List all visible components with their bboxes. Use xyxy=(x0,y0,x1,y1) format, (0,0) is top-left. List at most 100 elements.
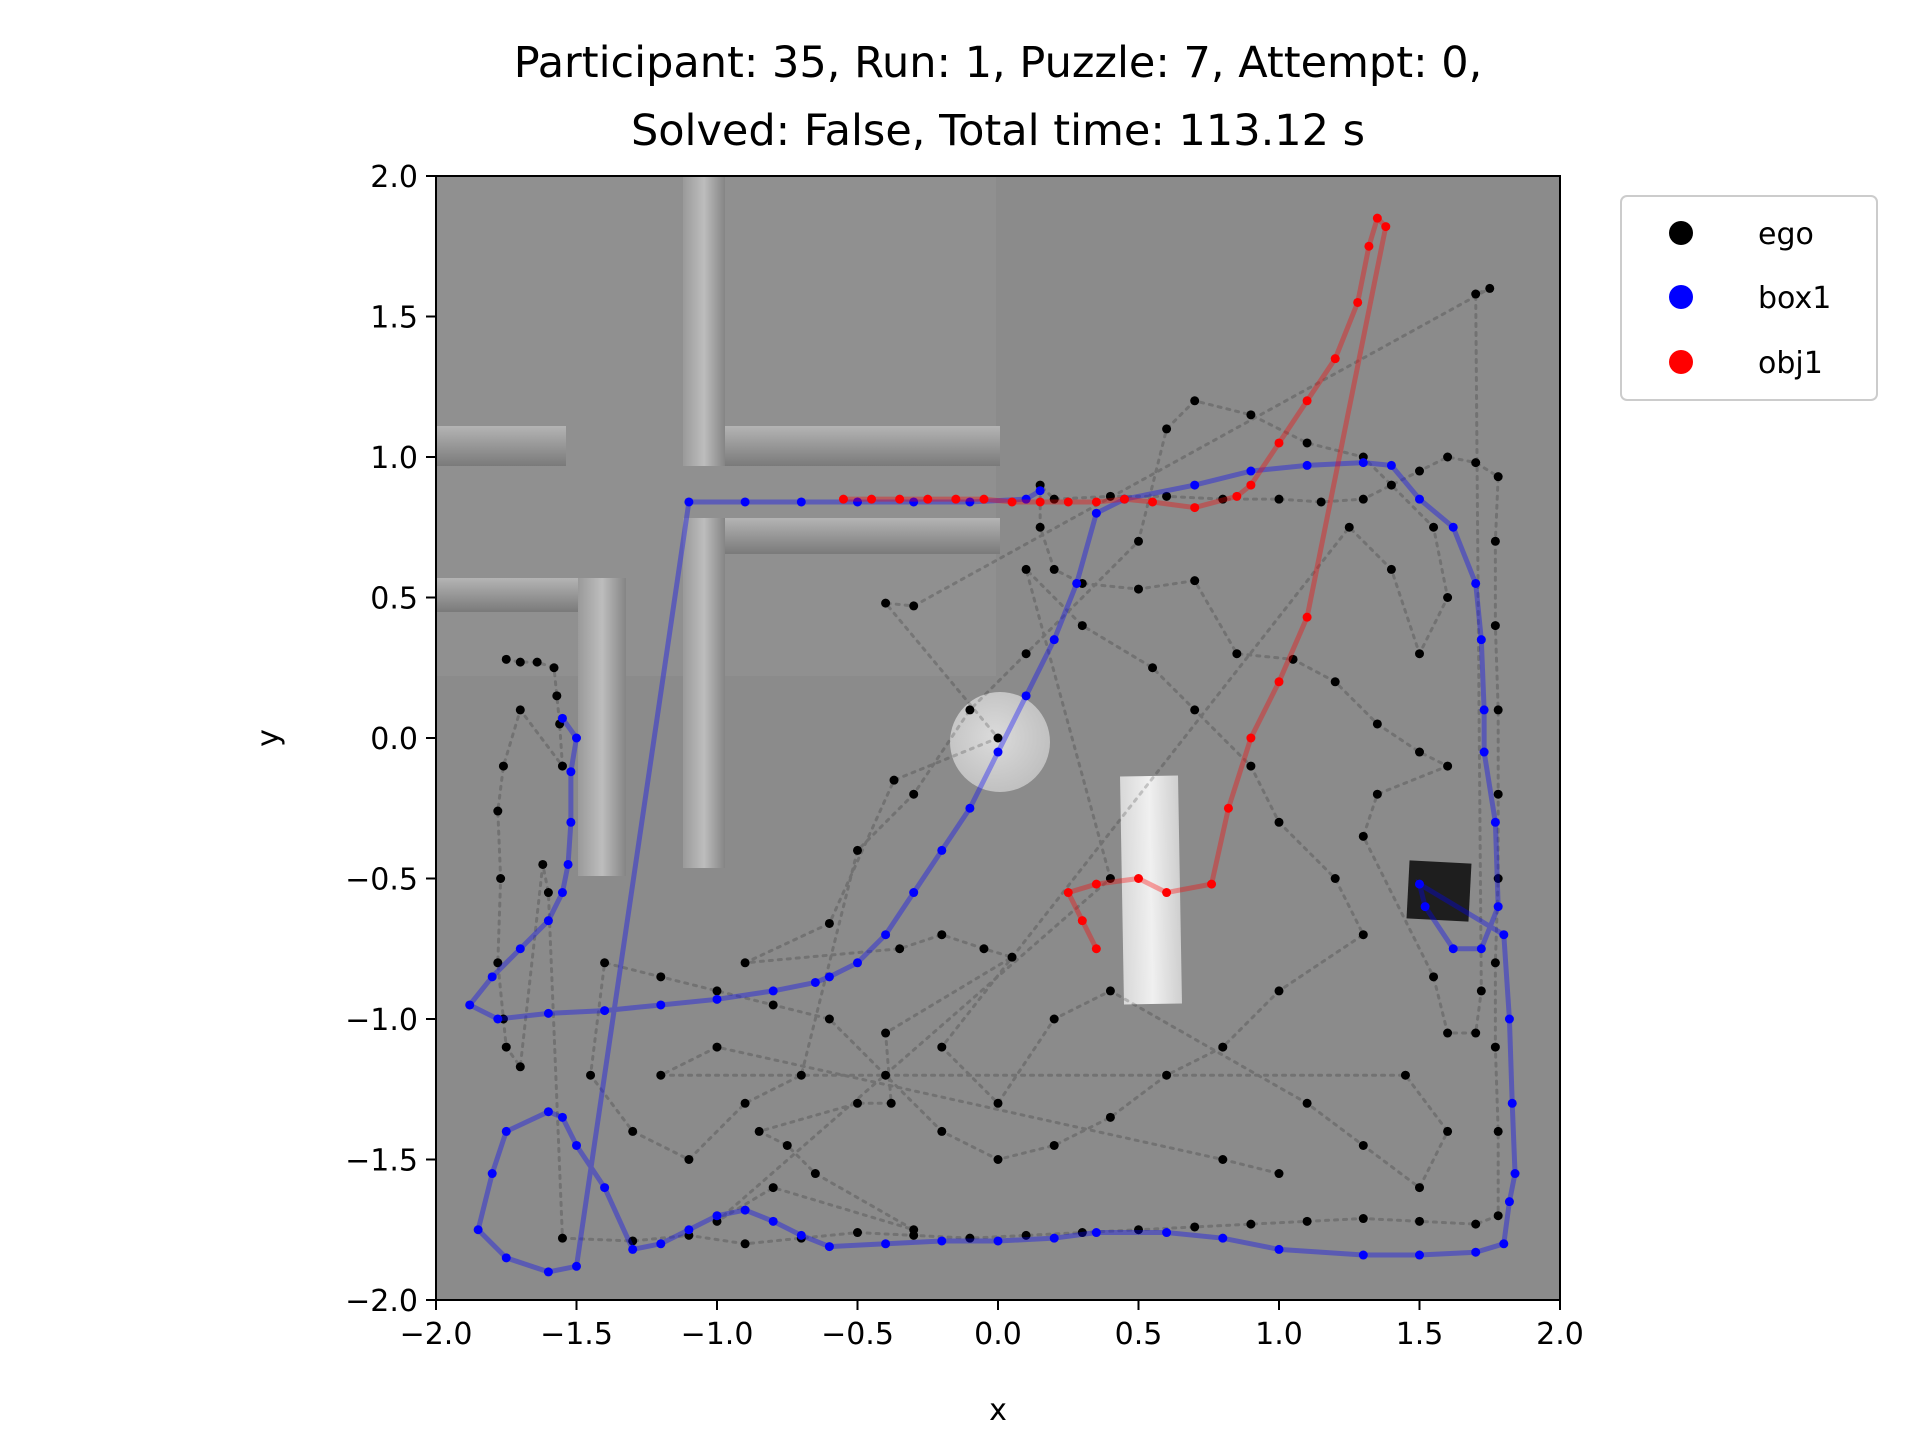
point-box1 xyxy=(1091,1228,1101,1238)
point-box1 xyxy=(1448,522,1458,532)
x-tick-label: 2.0 xyxy=(1536,1317,1584,1352)
point-ego xyxy=(1302,1098,1312,1108)
point-ego xyxy=(1330,874,1340,883)
legend-label-obj1: obj1 xyxy=(1758,346,1823,381)
y-tick-label: −1.0 xyxy=(345,1003,418,1038)
point-ego xyxy=(1358,1214,1368,1224)
point-ego xyxy=(1105,874,1115,883)
point-box1 xyxy=(937,845,947,855)
point-box1 xyxy=(487,972,497,982)
point-ego xyxy=(1077,1228,1087,1238)
y-tick-label: 1.0 xyxy=(370,441,418,476)
point-ego xyxy=(1471,1028,1481,1038)
point-ego xyxy=(1190,396,1200,406)
point-box1 xyxy=(740,1205,750,1215)
point-ego xyxy=(1049,564,1059,574)
point-box1 xyxy=(993,747,1003,757)
point-ego xyxy=(1232,649,1242,659)
point-ego xyxy=(1358,1140,1368,1150)
point-ego xyxy=(993,1155,1003,1164)
y-tick-label: 1.5 xyxy=(370,301,418,336)
point-ego xyxy=(1358,831,1368,841)
point-obj1 xyxy=(895,494,905,504)
y-axis: −2.0 −1.5 −1.0 −0.5 0.0 0.5 1.0 1.5 2.0 xyxy=(345,160,436,1319)
point-ego xyxy=(909,1225,919,1235)
point-ego xyxy=(740,958,750,968)
point-ego xyxy=(1274,986,1284,996)
point-obj1 xyxy=(1330,354,1340,364)
point-box1 xyxy=(566,767,576,777)
point-obj1 xyxy=(1091,879,1101,889)
point-ego xyxy=(557,1233,567,1243)
point-box1 xyxy=(1035,486,1045,496)
point-obj1 xyxy=(1223,803,1233,813)
point-ego xyxy=(712,986,722,996)
point-ego xyxy=(853,845,862,855)
point-box1 xyxy=(768,986,778,996)
point-ego xyxy=(1415,1183,1424,1193)
point-ego xyxy=(1471,1219,1481,1229)
point-box1 xyxy=(1504,1197,1514,1207)
point-box1 xyxy=(1479,747,1489,757)
point-ego xyxy=(493,806,503,816)
point-ego xyxy=(1386,480,1396,490)
x-axis-label: x xyxy=(989,1393,1007,1428)
point-obj1 xyxy=(1063,497,1073,507)
point-ego xyxy=(1134,1225,1143,1235)
point-obj1 xyxy=(1162,888,1172,898)
point-obj1 xyxy=(1007,497,1017,507)
point-box1 xyxy=(1274,1244,1284,1254)
point-box1 xyxy=(473,1225,483,1235)
point-ego xyxy=(768,1183,778,1193)
point-ego xyxy=(740,1098,750,1108)
point-ego xyxy=(886,1098,896,1108)
point-obj1 xyxy=(1274,438,1284,448)
point-obj1 xyxy=(1353,297,1363,307)
point-ego xyxy=(1493,705,1503,715)
point-box1 xyxy=(1162,1228,1172,1238)
point-ego xyxy=(1021,564,1031,574)
point-box1 xyxy=(768,1216,778,1226)
point-ego xyxy=(1246,761,1256,771)
plot-background xyxy=(436,176,1560,1300)
point-ego xyxy=(557,761,567,771)
point-ego xyxy=(712,1042,722,1052)
x-tick-label: −1.0 xyxy=(681,1317,754,1352)
point-obj1 xyxy=(1302,396,1312,406)
point-ego xyxy=(552,691,562,701)
point-box1 xyxy=(1021,691,1031,701)
point-box1 xyxy=(810,977,820,987)
point-ego xyxy=(1021,649,1031,659)
point-obj1 xyxy=(1302,612,1312,622)
point-ego xyxy=(515,657,525,667)
point-ego xyxy=(937,1042,947,1052)
point-ego xyxy=(1493,1211,1503,1221)
point-ego xyxy=(1218,1155,1228,1164)
point-ego xyxy=(1162,424,1172,434)
point-ego xyxy=(1443,1126,1453,1136)
point-obj1 xyxy=(1246,480,1256,490)
point-obj1 xyxy=(1134,874,1143,883)
x-tick-label: 0.0 xyxy=(974,1317,1022,1352)
point-obj1 xyxy=(1381,222,1391,232)
point-ego xyxy=(824,918,834,928)
wall-horizontal-top-right xyxy=(700,426,1000,466)
point-ego xyxy=(1274,494,1284,504)
y-tick-label: 2.0 xyxy=(370,160,418,195)
x-tick-label: −2.0 xyxy=(400,1317,473,1352)
point-box1 xyxy=(656,1000,666,1010)
point-ego xyxy=(965,1233,975,1243)
point-ego xyxy=(501,654,511,664)
point-ego xyxy=(740,1239,750,1249)
x-tick-label: −1.5 xyxy=(540,1317,613,1352)
point-box1 xyxy=(1476,944,1486,954)
point-ego xyxy=(796,1070,806,1080)
legend-label-ego: ego xyxy=(1758,217,1814,252)
point-box1 xyxy=(487,1169,497,1179)
point-obj1 xyxy=(979,494,989,504)
point-obj1 xyxy=(867,494,877,504)
point-box1 xyxy=(557,713,567,723)
point-ego xyxy=(754,1126,764,1136)
point-ego xyxy=(1330,677,1340,687)
point-ego xyxy=(1190,705,1200,715)
